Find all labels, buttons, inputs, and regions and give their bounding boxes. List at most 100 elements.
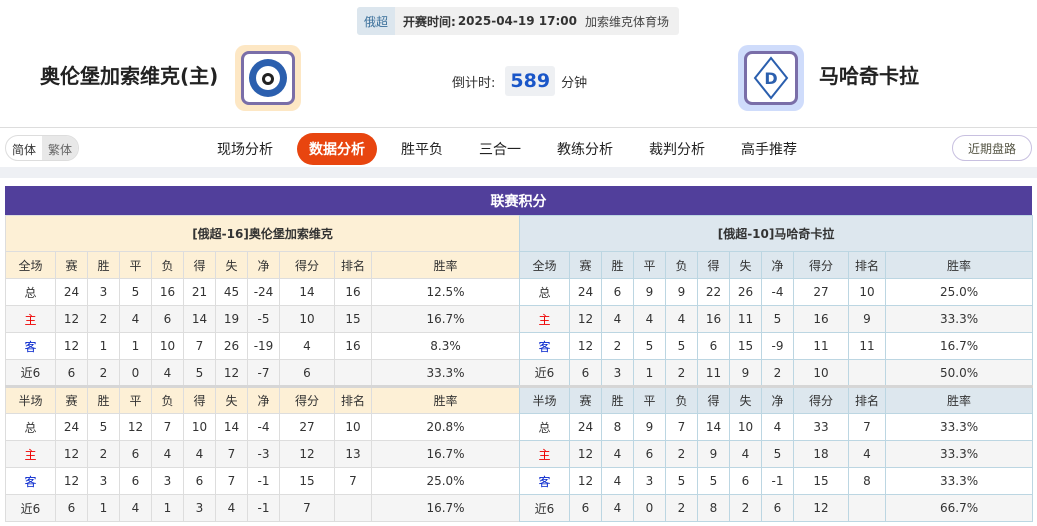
table-caption: [俄超-10]马哈奇卡拉 [518, 215, 1034, 252]
column-header: 失 [729, 251, 762, 279]
cell: 16.7% [370, 440, 521, 468]
league-badge[interactable]: 俄超 [357, 7, 396, 35]
cell: 7 [279, 494, 335, 522]
tab-0[interactable]: 现场分析 [217, 142, 273, 158]
cell: 1 [151, 494, 184, 522]
cell: 10 [729, 413, 762, 441]
cell: 16 [334, 278, 372, 306]
cell: 33.3% [370, 359, 521, 387]
table-row: 总 24 3 5 16 21 45 -24 14 16 12.5% [5, 278, 521, 306]
cell: 2 [665, 494, 698, 522]
cell: 总 [519, 413, 570, 441]
tab-5[interactable]: 裁判分析 [649, 142, 705, 158]
kickoff-time: 2025-04-19 17:00 [457, 14, 577, 28]
cell: 6 [183, 467, 216, 495]
table-row: 总 24 8 9 7 14 10 4 33 7 33.3% [519, 413, 1034, 441]
table-row: 主 12 4 4 4 16 11 5 16 9 33.3% [519, 305, 1034, 333]
cell: 33.3% [884, 440, 1034, 468]
cell: 4 [183, 440, 216, 468]
cell: -9 [761, 332, 794, 360]
home-team-name[interactable]: 奥伦堡加索维克(主) [40, 64, 219, 88]
cell: 19 [215, 305, 248, 333]
svg-text:D: D [764, 69, 777, 88]
tab-3[interactable]: 三合一 [479, 142, 521, 158]
cell: -1 [247, 494, 280, 522]
cell: 15 [793, 467, 849, 495]
cell: 9 [633, 278, 666, 306]
cell: 12 [279, 440, 335, 468]
column-header: 胜 [87, 385, 120, 414]
cell: 24 [55, 413, 88, 441]
column-header: 半场 [5, 385, 56, 414]
cell: 3 [87, 467, 120, 495]
traditional-button[interactable]: 繁体 [42, 136, 79, 160]
cell: -19 [247, 332, 280, 360]
header-row: 半场赛胜平负得失净得分 排名 胜率 [519, 385, 1034, 414]
cell: 11 [729, 305, 762, 333]
away-team-logo[interactable]: D [738, 45, 804, 111]
column-header: 排名 [848, 385, 886, 414]
cell: 15 [279, 467, 335, 495]
countdown-value: 589 [505, 66, 556, 96]
recent-handicap-button[interactable]: 近期盘路 [952, 135, 1032, 161]
cell: 25.0% [370, 467, 521, 495]
column-header: 平 [119, 385, 152, 414]
cell: 6 [119, 440, 152, 468]
divider [0, 127, 1037, 128]
tab-4[interactable]: 教练分析 [557, 142, 613, 158]
home-team-logo[interactable] [235, 45, 301, 111]
table-row: 客 12 3 6 3 6 7 -1 15 7 25.0% [5, 467, 521, 495]
cell: 10 [334, 413, 372, 441]
cell: 9 [697, 440, 730, 468]
header-row: 全场赛胜平负得失净得分 排名 胜率 [519, 251, 1034, 279]
column-header: 得分 [793, 251, 849, 279]
simplified-button[interactable]: 简体 [12, 143, 37, 157]
column-header: 负 [151, 251, 184, 279]
cell: -1 [247, 467, 280, 495]
cell: 20.8% [370, 413, 521, 441]
cell: 4 [665, 305, 698, 333]
away-team-name[interactable]: 马哈奇卡拉 [819, 64, 919, 88]
cell: 12 [569, 332, 602, 360]
separator-band [0, 167, 1037, 178]
cell: 2 [87, 440, 120, 468]
cell [848, 359, 886, 387]
away-crest-icon: D [753, 56, 789, 100]
cell: 4 [761, 413, 794, 441]
cell: 7 [215, 440, 248, 468]
cell: 5 [761, 440, 794, 468]
countdown-unit: 分钟 [561, 75, 588, 91]
home-crest-icon [249, 59, 287, 97]
cell: 12 [55, 440, 88, 468]
tab-6[interactable]: 高手推荐 [741, 142, 797, 158]
cell: 4 [729, 440, 762, 468]
cell: 27 [793, 278, 849, 306]
cell: 12 [55, 467, 88, 495]
cell: 近6 [5, 494, 56, 522]
cell: 12 [215, 359, 248, 387]
tab-2[interactable]: 胜平负 [401, 142, 443, 158]
column-header: 排名 [848, 251, 886, 279]
cell: 33.3% [884, 467, 1034, 495]
cell: 主 [5, 305, 56, 333]
header-row: 全场赛胜平负得失净得分 排名 胜率 [5, 251, 521, 279]
column-header: 赛 [569, 385, 602, 414]
column-header: 胜率 [370, 251, 521, 279]
column-header: 得分 [793, 385, 849, 414]
cell: 5 [119, 278, 152, 306]
cell: 66.7% [884, 494, 1034, 522]
cell: 6 [55, 359, 88, 387]
cell: 24 [55, 278, 88, 306]
cell: 16.7% [370, 494, 521, 522]
cell: 6 [119, 467, 152, 495]
cell: 12 [55, 305, 88, 333]
cell: 主 [519, 305, 570, 333]
column-header: 全场 [519, 251, 570, 279]
cell: 26 [215, 332, 248, 360]
cell: 4 [601, 467, 634, 495]
column-header: 赛 [569, 251, 602, 279]
cell: 3 [183, 494, 216, 522]
cell: 26 [729, 278, 762, 306]
tab-1[interactable]: 数据分析 [297, 133, 377, 165]
column-header: 失 [215, 385, 248, 414]
